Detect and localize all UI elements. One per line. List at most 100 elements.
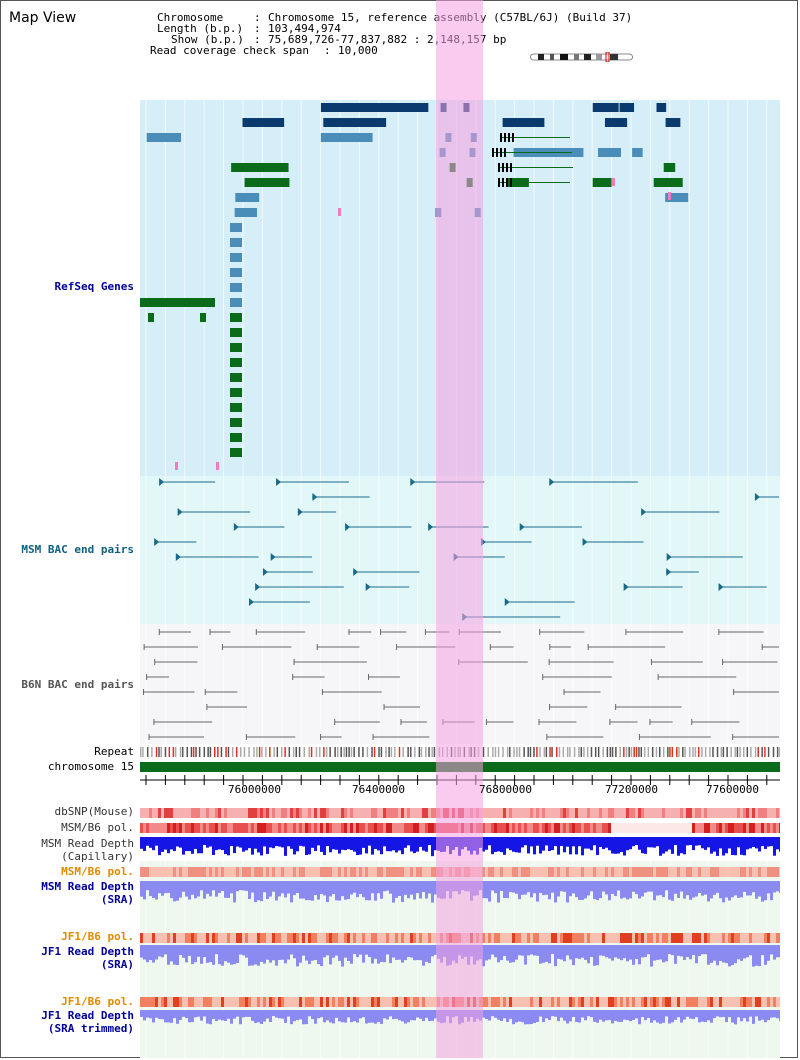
depth-bar	[563, 945, 566, 962]
track-label-jf1-depth-trim[interactable]: JF1 Read Depth	[41, 1009, 134, 1022]
pol-cell	[185, 997, 188, 1007]
dbsnp-cell	[521, 808, 524, 818]
depth-bar	[755, 1010, 758, 1017]
pol-cell	[263, 997, 266, 1007]
pol-cell	[221, 823, 224, 833]
track-label-dbsnp[interactable]: dbSNP(Mouse)	[54, 805, 134, 818]
depth-bar	[776, 837, 779, 850]
depth-bar	[329, 945, 332, 965]
dbsnp-cell	[743, 808, 746, 818]
depth-bar	[749, 945, 752, 956]
pol-cell	[602, 997, 605, 1007]
pol-cell	[566, 823, 569, 833]
depth-bar	[338, 945, 341, 961]
depth-bar	[218, 837, 221, 850]
pol-cell	[395, 823, 398, 833]
depth-bar	[608, 837, 611, 851]
highlight-region[interactable]	[436, 0, 483, 1058]
depth-bar	[548, 837, 551, 852]
pol-cell	[518, 997, 521, 1007]
pol-cell	[206, 997, 209, 1007]
dbsnp-cell	[416, 808, 419, 818]
dbsnp-cell	[341, 808, 344, 818]
depth-bar	[761, 945, 764, 956]
repeat-mark	[734, 747, 736, 757]
pol-cell	[158, 867, 161, 877]
dbsnp-cell	[554, 808, 557, 818]
depth-bar	[623, 945, 626, 959]
repeat-mark	[776, 747, 779, 757]
pol-cell	[557, 997, 560, 1007]
repeat-mark	[273, 747, 275, 757]
dbsnp-cell	[392, 808, 395, 818]
gene-feature	[230, 358, 242, 367]
depth-bar	[224, 1010, 227, 1021]
track-label-refseq[interactable]: RefSeq Genes	[54, 280, 134, 293]
pol-cell	[422, 867, 425, 877]
pol-cell	[182, 997, 185, 1007]
depth-bar	[155, 945, 158, 960]
dbsnp-cell	[149, 808, 152, 818]
repeat-mark	[308, 747, 310, 757]
pol-cell	[620, 997, 623, 1007]
track-label-b6n-bac[interactable]: B6N BAC end pairs	[21, 678, 134, 691]
pol-cell	[659, 933, 662, 943]
pol-cell	[695, 867, 698, 877]
pol-cell	[224, 997, 227, 1007]
track-label-repeat[interactable]: Repeat	[94, 745, 134, 758]
pol-cell	[578, 933, 581, 943]
pol-cell	[710, 933, 713, 943]
pol-cell	[758, 997, 761, 1007]
depth-bar	[755, 945, 758, 966]
depth-bar	[509, 881, 512, 893]
pol-cell	[491, 867, 494, 877]
depth-bar	[743, 881, 746, 892]
depth-bar	[680, 881, 683, 892]
pol-cell	[191, 933, 194, 943]
gene-feature	[230, 403, 242, 412]
track-label-msm-depth-sra[interactable]: MSM Read Depth	[41, 880, 134, 893]
pol-cell	[410, 867, 413, 877]
depth-bar	[767, 837, 770, 847]
pol-cell	[671, 933, 674, 943]
depth-bar	[248, 1010, 251, 1017]
pol-cell	[386, 823, 389, 833]
gene-feature	[234, 208, 257, 217]
track-label-jf1-depth-sra[interactable]: JF1 Read Depth	[41, 945, 134, 958]
pol-cell	[578, 867, 581, 877]
depth-bar	[623, 881, 626, 898]
track-label-jf1-b6-pol-1[interactable]: JF1/B6 pol.	[61, 930, 134, 943]
depth-bar	[569, 881, 572, 897]
pol-cell	[140, 823, 143, 833]
pol-cell	[500, 933, 503, 943]
pol-cell	[344, 997, 347, 1007]
track-label-jf1-b6-pol-2[interactable]: JF1/B6 pol.	[61, 995, 134, 1008]
depth-bar	[278, 945, 281, 961]
gene-exon	[506, 178, 508, 187]
depth-bar	[248, 945, 251, 966]
bac-end	[249, 598, 255, 606]
track-label-msm-depth-cap[interactable]: MSM Read Depth	[41, 837, 134, 850]
dbsnp-cell	[773, 808, 776, 818]
track-label-msm-b6-pol-1[interactable]: MSM/B6 pol.	[61, 821, 134, 834]
gene-exon	[502, 178, 504, 187]
track-label-chromosome[interactable]: chromosome 15	[47, 760, 134, 773]
depth-bar	[344, 1010, 347, 1023]
depth-bar	[389, 945, 392, 964]
track-label-msm-b6-pol-2[interactable]: MSM/B6 pol.	[61, 865, 134, 878]
depth-bar	[566, 1010, 569, 1024]
pol-cell	[230, 867, 233, 877]
pol-cell	[656, 997, 659, 1007]
depth-bar	[740, 945, 743, 961]
pol-cell	[269, 997, 272, 1007]
depth-bar	[353, 945, 356, 955]
dbsnp-cell	[707, 808, 710, 818]
chromosome-ideogram[interactable]	[530, 52, 633, 62]
depth-bar	[695, 945, 698, 964]
pol-cell	[251, 933, 254, 943]
depth-bar	[194, 881, 197, 899]
track-label-msm-bac[interactable]: MSM BAC end pairs	[21, 543, 134, 556]
depth-bar	[677, 837, 680, 856]
repeat-mark	[276, 747, 279, 757]
pol-cell	[725, 867, 728, 877]
